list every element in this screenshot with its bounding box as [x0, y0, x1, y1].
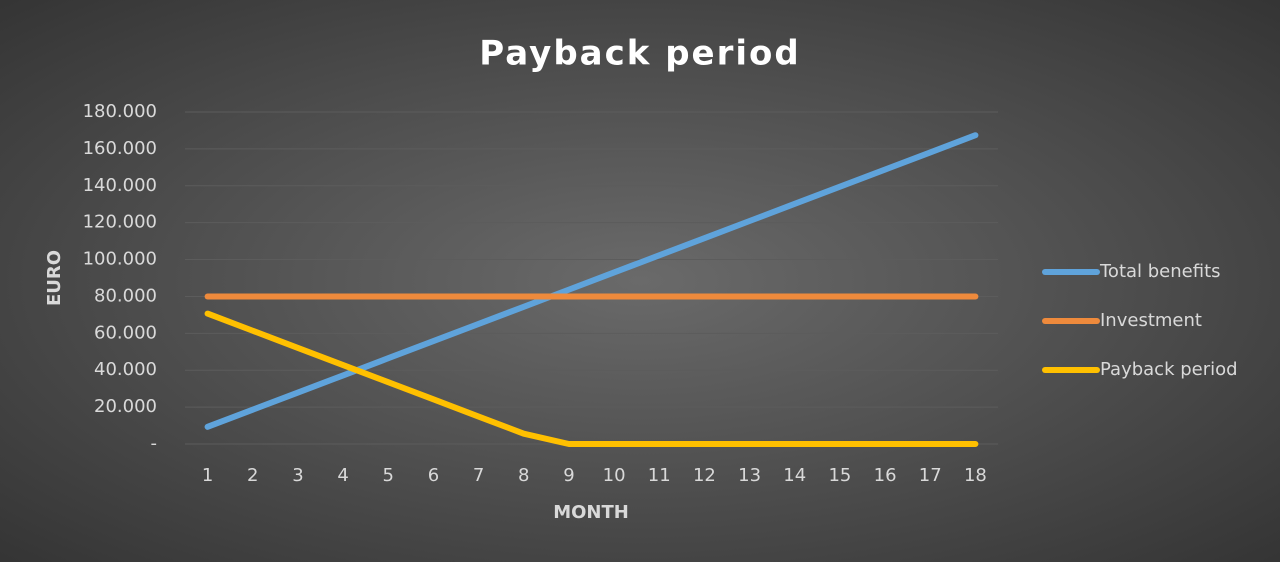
x-tick-label: 7: [473, 465, 484, 486]
y-tick-label: 80.000: [94, 285, 157, 306]
x-tick-label: 18: [964, 465, 987, 486]
x-tick-label: 17: [919, 465, 942, 486]
x-tick-label: 2: [247, 465, 258, 486]
legend-label: Payback period: [1100, 359, 1238, 380]
x-tick-label: 15: [828, 465, 851, 486]
x-tick-label: 12: [693, 465, 716, 486]
y-tick-label: 160.000: [83, 138, 157, 159]
y-tick-label: 100.000: [83, 249, 157, 270]
y-tick-label: 40.000: [94, 359, 157, 380]
y-tick-label: 60.000: [94, 322, 157, 343]
x-tick-label: 14: [783, 465, 806, 486]
y-tick-label: 120.000: [83, 212, 157, 233]
x-tick-label: 11: [648, 465, 671, 486]
x-tick-label: 8: [518, 465, 529, 486]
x-tick-label: 10: [603, 465, 626, 486]
line-series: [204, 310, 979, 447]
x-tick-label: 13: [738, 465, 761, 486]
y-tick-label: 20.000: [94, 396, 157, 417]
y-tick-label: 140.000: [83, 175, 157, 196]
line-series: [204, 132, 979, 430]
y-axis-label: EURO: [44, 250, 65, 306]
x-tick-label: 9: [563, 465, 574, 486]
legend-label: Total benefits: [1099, 261, 1221, 282]
x-tick-label: 6: [428, 465, 439, 486]
x-tick-label: 5: [383, 465, 394, 486]
x-tick-label: 3: [292, 465, 303, 486]
x-tick-label: 4: [337, 465, 348, 486]
y-tick-label: 180.000: [83, 101, 157, 122]
y-tick-label: -: [151, 433, 158, 454]
legend-label: Investment: [1100, 310, 1202, 331]
x-tick-label: 1: [202, 465, 213, 486]
x-axis-label: MONTH: [553, 502, 629, 523]
chart-title: Payback period: [479, 34, 800, 74]
x-tick-label: 16: [874, 465, 897, 486]
